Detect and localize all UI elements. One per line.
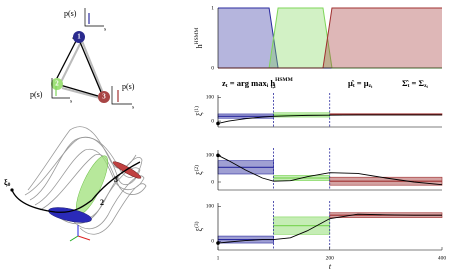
eq-part: t xyxy=(371,84,373,89)
eq-part: t,i xyxy=(271,84,276,90)
y-label-sup: HSMM xyxy=(194,27,200,44)
node xyxy=(73,31,85,43)
eq-part: μ̂ xyxy=(348,78,355,88)
y-tick-label: 0 xyxy=(211,65,214,71)
x-axis-label: t xyxy=(329,262,332,271)
x-tick-label: 200 xyxy=(326,255,335,261)
panel: ξ(1) 0 100 xyxy=(193,93,443,128)
eq-part: t xyxy=(226,83,228,89)
eq-part: Σ̂ xyxy=(402,78,410,88)
y-tick-label: 0 xyxy=(211,239,214,245)
area xyxy=(218,8,442,68)
y-label-sup: (1) xyxy=(193,106,200,113)
duration-label: p(s) xyxy=(122,82,135,91)
y-label-base: ξ xyxy=(195,112,204,116)
y-tick-label: 100 xyxy=(206,204,215,210)
equation: μ̂t = μzt xyxy=(348,78,373,89)
y-label-sup: (2) xyxy=(193,165,200,172)
y-axis-label: ξ(3) xyxy=(193,221,204,231)
eq-part: h xyxy=(268,78,275,88)
duration-label: s xyxy=(104,26,106,32)
trajectory xyxy=(217,154,443,186)
y-axis-label: ξ(1) xyxy=(193,106,204,116)
eq-part: z xyxy=(369,83,372,89)
state-diagram: 1 2 3 p(s) s p(s) s p(s) s xyxy=(30,8,135,110)
duration-label: p(s) xyxy=(30,90,43,99)
node-label: 1 xyxy=(77,33,81,41)
node-label: 2 xyxy=(55,80,59,88)
equation: zt = arg maxi hHSMM t,i xyxy=(222,77,294,90)
area xyxy=(218,8,442,68)
scene-label: ξ0 xyxy=(4,178,11,188)
duration-label: s xyxy=(132,104,134,110)
y-tick-label: 0 xyxy=(211,179,214,185)
x-tick-label: 400 xyxy=(438,255,447,261)
duration-label: s xyxy=(70,98,72,104)
eq-part: = Σ xyxy=(409,78,424,88)
node xyxy=(51,78,63,90)
panel: ξ(2) 0 100 xyxy=(193,148,443,191)
scene-label: ξ xyxy=(4,178,8,187)
node xyxy=(98,91,110,103)
eq-part: z xyxy=(222,78,226,88)
eq-part: = μ xyxy=(355,78,369,88)
eq-part: i xyxy=(267,83,269,89)
y-label-base: h xyxy=(195,44,204,48)
panel: hHSMM 0 1 xyxy=(194,5,442,71)
node-label: 3 xyxy=(102,93,106,101)
equation: Σ̂t = Σzt xyxy=(402,78,429,89)
eq-part: = arg max xyxy=(228,78,268,88)
trajectory-scene: ξ0 2 3 xyxy=(4,126,147,242)
scene-label-sub: 0 xyxy=(8,182,11,188)
y-tick-label: 100 xyxy=(206,153,215,159)
equations: zt = arg maxi hHSMM t,i μ̂t = μzt Σ̂t = Σ… xyxy=(222,77,429,90)
y-label-base: ξ xyxy=(195,228,204,232)
y-axis-label: ξ(2) xyxy=(193,165,204,175)
trajectory xyxy=(217,114,442,124)
scene-label: 2 xyxy=(100,198,104,207)
y-tick-label: 1 xyxy=(211,5,214,11)
eq-part: t xyxy=(427,84,429,89)
duration-label: p(s) xyxy=(64,9,77,18)
panel: ξ(3) 0 100 1 200 400 t xyxy=(193,201,446,271)
y-tick-label: 100 xyxy=(206,95,215,101)
y-label-sup: (3) xyxy=(193,221,200,228)
area xyxy=(218,8,442,68)
eq-part: t xyxy=(353,83,355,89)
x-tick-label: 1 xyxy=(217,255,220,261)
scene-label: 3 xyxy=(114,175,118,184)
eq-part: HSMM xyxy=(275,77,294,83)
y-axis-label: hHSMM xyxy=(194,27,204,48)
eq-part: t xyxy=(408,83,410,89)
eq-part: z xyxy=(424,83,427,89)
y-label-base: ξ xyxy=(195,171,204,175)
y-tick-label: 0 xyxy=(211,118,214,124)
trajectory xyxy=(217,213,442,244)
